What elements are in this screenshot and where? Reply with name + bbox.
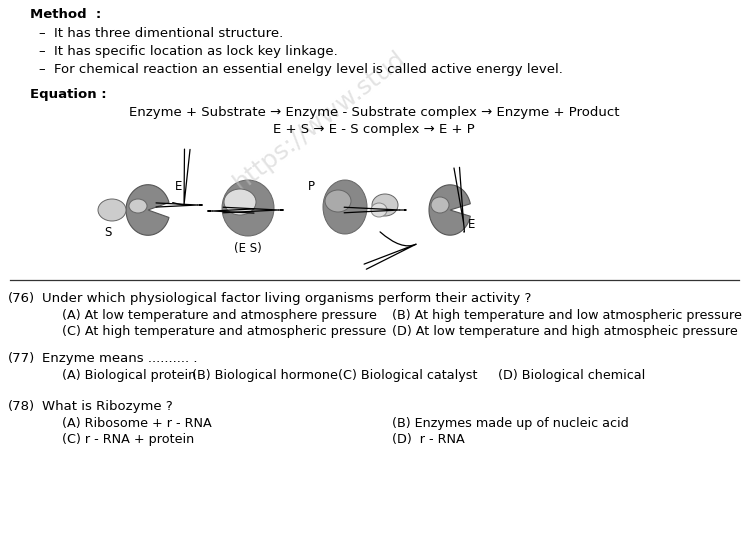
Ellipse shape xyxy=(224,189,256,215)
Ellipse shape xyxy=(371,203,387,217)
Text: (B) Biological hormone: (B) Biological hormone xyxy=(192,369,338,382)
Text: It has three dimentional structure.: It has three dimentional structure. xyxy=(54,27,283,40)
Ellipse shape xyxy=(431,197,449,213)
Polygon shape xyxy=(126,185,169,235)
Text: Method  :: Method : xyxy=(30,8,101,21)
Text: (C) At high temperature and atmospheric pressure: (C) At high temperature and atmospheric … xyxy=(62,325,386,338)
Text: Under which physiological factor living organisms perform their activity ?: Under which physiological factor living … xyxy=(42,292,531,305)
Text: –: – xyxy=(38,45,45,58)
Text: (D) Biological chemical: (D) Biological chemical xyxy=(498,369,645,382)
Text: E: E xyxy=(175,180,182,193)
Text: E: E xyxy=(468,218,476,231)
Ellipse shape xyxy=(129,199,147,213)
Text: –: – xyxy=(38,27,45,40)
Text: –: – xyxy=(38,63,45,76)
Text: (B) At high temperature and low atmospheric pressure: (B) At high temperature and low atmosphe… xyxy=(392,309,742,322)
Text: What is Ribozyme ?: What is Ribozyme ? xyxy=(42,400,173,413)
Text: (78): (78) xyxy=(8,400,35,413)
Polygon shape xyxy=(429,185,470,235)
Text: Enzyme means .......... .: Enzyme means .......... . xyxy=(42,352,198,365)
Text: (A) At low temperature and atmosphere pressure: (A) At low temperature and atmosphere pr… xyxy=(62,309,377,322)
Text: It has specific location as lock key linkage.: It has specific location as lock key lin… xyxy=(54,45,338,58)
Text: Enzyme + Substrate → Enzyme - Substrate complex → Enzyme + Product: Enzyme + Substrate → Enzyme - Substrate … xyxy=(129,106,619,119)
Text: (D)  r - RNA: (D) r - RNA xyxy=(392,433,464,446)
Text: (D) At low temperature and high atmospheic pressure: (D) At low temperature and high atmosphe… xyxy=(392,325,738,338)
Text: https://www.stud: https://www.stud xyxy=(229,45,410,194)
Text: (A) Biological protein: (A) Biological protein xyxy=(62,369,196,382)
Ellipse shape xyxy=(323,180,367,234)
Text: (E S): (E S) xyxy=(234,242,262,255)
Ellipse shape xyxy=(98,199,126,221)
Ellipse shape xyxy=(325,190,351,212)
Ellipse shape xyxy=(222,180,274,236)
Text: E + S → E - S complex → E + P: E + S → E - S complex → E + P xyxy=(273,123,475,136)
Ellipse shape xyxy=(372,194,398,216)
Text: (B) Enzymes made up of nucleic acid: (B) Enzymes made up of nucleic acid xyxy=(392,417,628,430)
Text: (76): (76) xyxy=(8,292,35,305)
Text: For chemical reaction an essential enelgy level is called active energy level.: For chemical reaction an essential enelg… xyxy=(54,63,563,76)
Text: P: P xyxy=(308,180,315,193)
Text: (A) Ribosome + r - RNA: (A) Ribosome + r - RNA xyxy=(62,417,212,430)
Text: (77): (77) xyxy=(8,352,35,365)
Text: (C) r - RNA + protein: (C) r - RNA + protein xyxy=(62,433,194,446)
Text: Equation :: Equation : xyxy=(30,88,106,101)
Text: S: S xyxy=(104,226,112,239)
Text: (C) Biological catalyst: (C) Biological catalyst xyxy=(338,369,478,382)
